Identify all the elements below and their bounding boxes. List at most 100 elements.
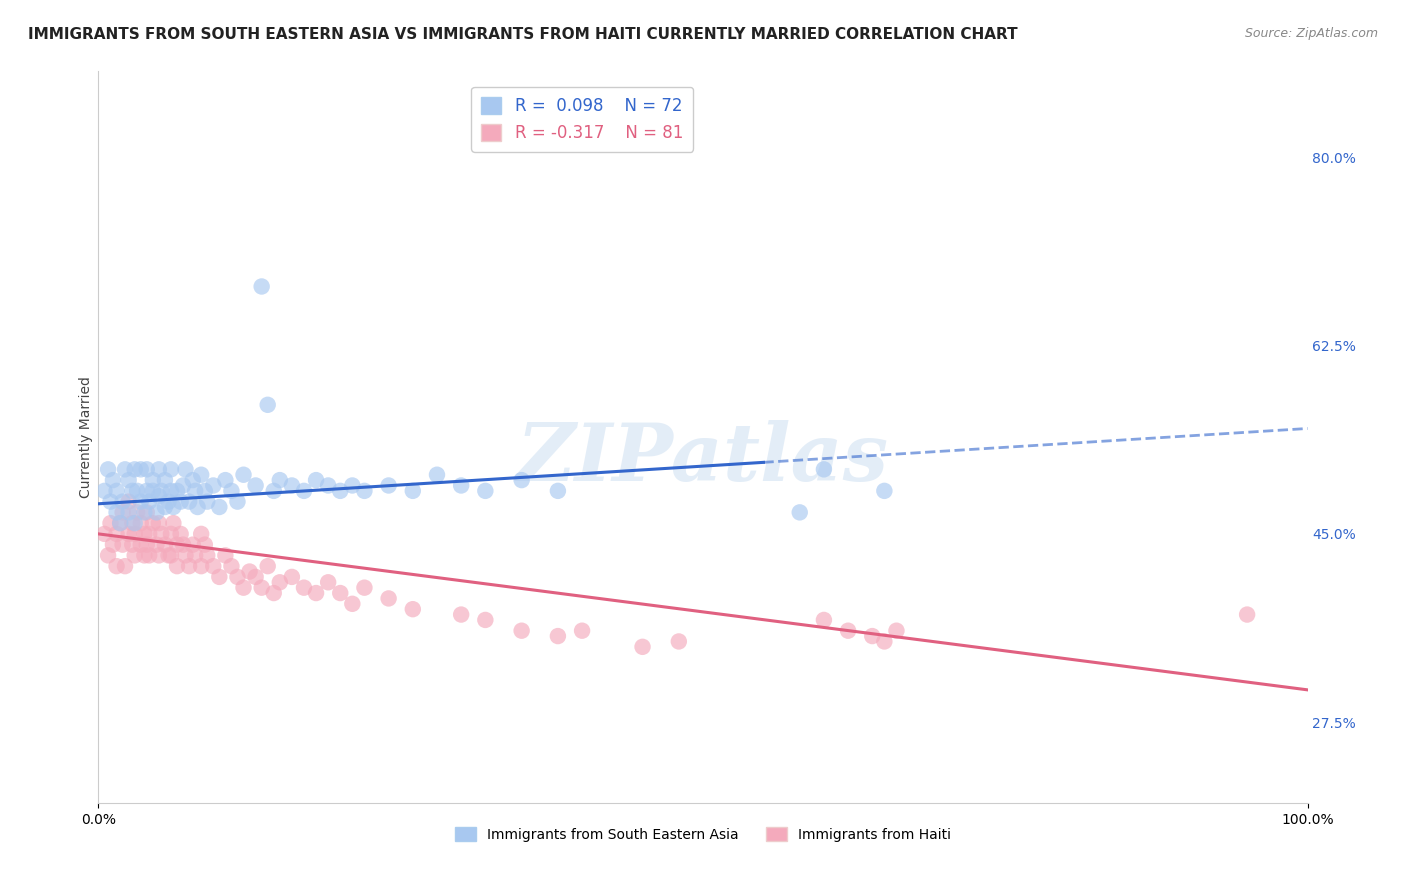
Point: [886, 624, 908, 638]
Point: [129, 538, 152, 552]
Point: [214, 473, 236, 487]
Point: [239, 565, 262, 579]
Point: [124, 516, 146, 530]
Point: [292, 483, 315, 498]
Point: [166, 483, 188, 498]
Point: [184, 483, 207, 498]
Point: [184, 549, 207, 563]
Point: [245, 478, 267, 492]
Point: [208, 570, 231, 584]
Point: [426, 467, 449, 482]
Point: [221, 483, 243, 498]
Point: [214, 549, 236, 563]
Point: [342, 597, 364, 611]
Point: [263, 483, 285, 498]
Point: [135, 538, 157, 552]
Point: [129, 494, 152, 508]
Point: [145, 538, 167, 552]
Point: [256, 559, 278, 574]
Point: [547, 483, 569, 498]
Point: [571, 624, 593, 638]
Point: [129, 516, 152, 530]
Point: [101, 538, 124, 552]
Point: [873, 483, 896, 498]
Point: [148, 549, 170, 563]
Point: [226, 570, 249, 584]
Point: [142, 473, 165, 487]
Point: [121, 483, 143, 498]
Point: [162, 500, 184, 514]
Point: [329, 586, 352, 600]
Point: [138, 549, 160, 563]
Point: [292, 581, 315, 595]
Point: [118, 473, 141, 487]
Point: [105, 483, 128, 498]
Point: [100, 516, 122, 530]
Point: [135, 483, 157, 498]
Point: [111, 494, 134, 508]
Point: [668, 634, 690, 648]
Point: [329, 483, 352, 498]
Point: [157, 494, 180, 508]
Point: [250, 581, 273, 595]
Point: [118, 505, 141, 519]
Point: [101, 473, 124, 487]
Point: [450, 478, 472, 492]
Point: [250, 279, 273, 293]
Point: [305, 473, 328, 487]
Point: [190, 559, 212, 574]
Point: [97, 462, 120, 476]
Point: [134, 549, 156, 563]
Text: IMMIGRANTS FROM SOUTH EASTERN ASIA VS IMMIGRANTS FROM HAITI CURRENTLY MARRIED CO: IMMIGRANTS FROM SOUTH EASTERN ASIA VS IM…: [28, 27, 1018, 42]
Point: [169, 527, 191, 541]
Point: [142, 516, 165, 530]
Point: [179, 559, 201, 574]
Point: [174, 462, 197, 476]
Point: [138, 527, 160, 541]
Point: [873, 634, 896, 648]
Point: [195, 494, 218, 508]
Point: [450, 607, 472, 622]
Point: [402, 483, 425, 498]
Point: [138, 494, 160, 508]
Point: [316, 478, 339, 492]
Point: [124, 462, 146, 476]
Point: [105, 505, 128, 519]
Point: [160, 549, 183, 563]
Point: [269, 473, 291, 487]
Point: [208, 500, 231, 514]
Point: [245, 570, 267, 584]
Point: [127, 505, 149, 519]
Point: [135, 505, 157, 519]
Point: [813, 613, 835, 627]
Point: [510, 624, 533, 638]
Point: [121, 538, 143, 552]
Point: [93, 527, 115, 541]
Point: [263, 586, 285, 600]
Point: [269, 575, 291, 590]
Point: [150, 483, 173, 498]
Legend: Immigrants from South Eastern Asia, Immigrants from Haiti: Immigrants from South Eastern Asia, Immi…: [450, 822, 956, 847]
Point: [129, 462, 152, 476]
Point: [166, 538, 188, 552]
Point: [153, 538, 176, 552]
Point: [148, 516, 170, 530]
Point: [127, 483, 149, 498]
Point: [134, 527, 156, 541]
Point: [353, 581, 375, 595]
Point: [1236, 607, 1258, 622]
Point: [118, 494, 141, 508]
Point: [114, 462, 136, 476]
Point: [305, 586, 328, 600]
Point: [221, 559, 243, 574]
Point: [202, 559, 225, 574]
Point: [108, 516, 131, 530]
Point: [474, 613, 496, 627]
Point: [202, 478, 225, 492]
Y-axis label: Currently Married: Currently Married: [79, 376, 93, 498]
Point: [124, 549, 146, 563]
Point: [157, 549, 180, 563]
Point: [172, 478, 194, 492]
Point: [837, 624, 859, 638]
Point: [134, 505, 156, 519]
